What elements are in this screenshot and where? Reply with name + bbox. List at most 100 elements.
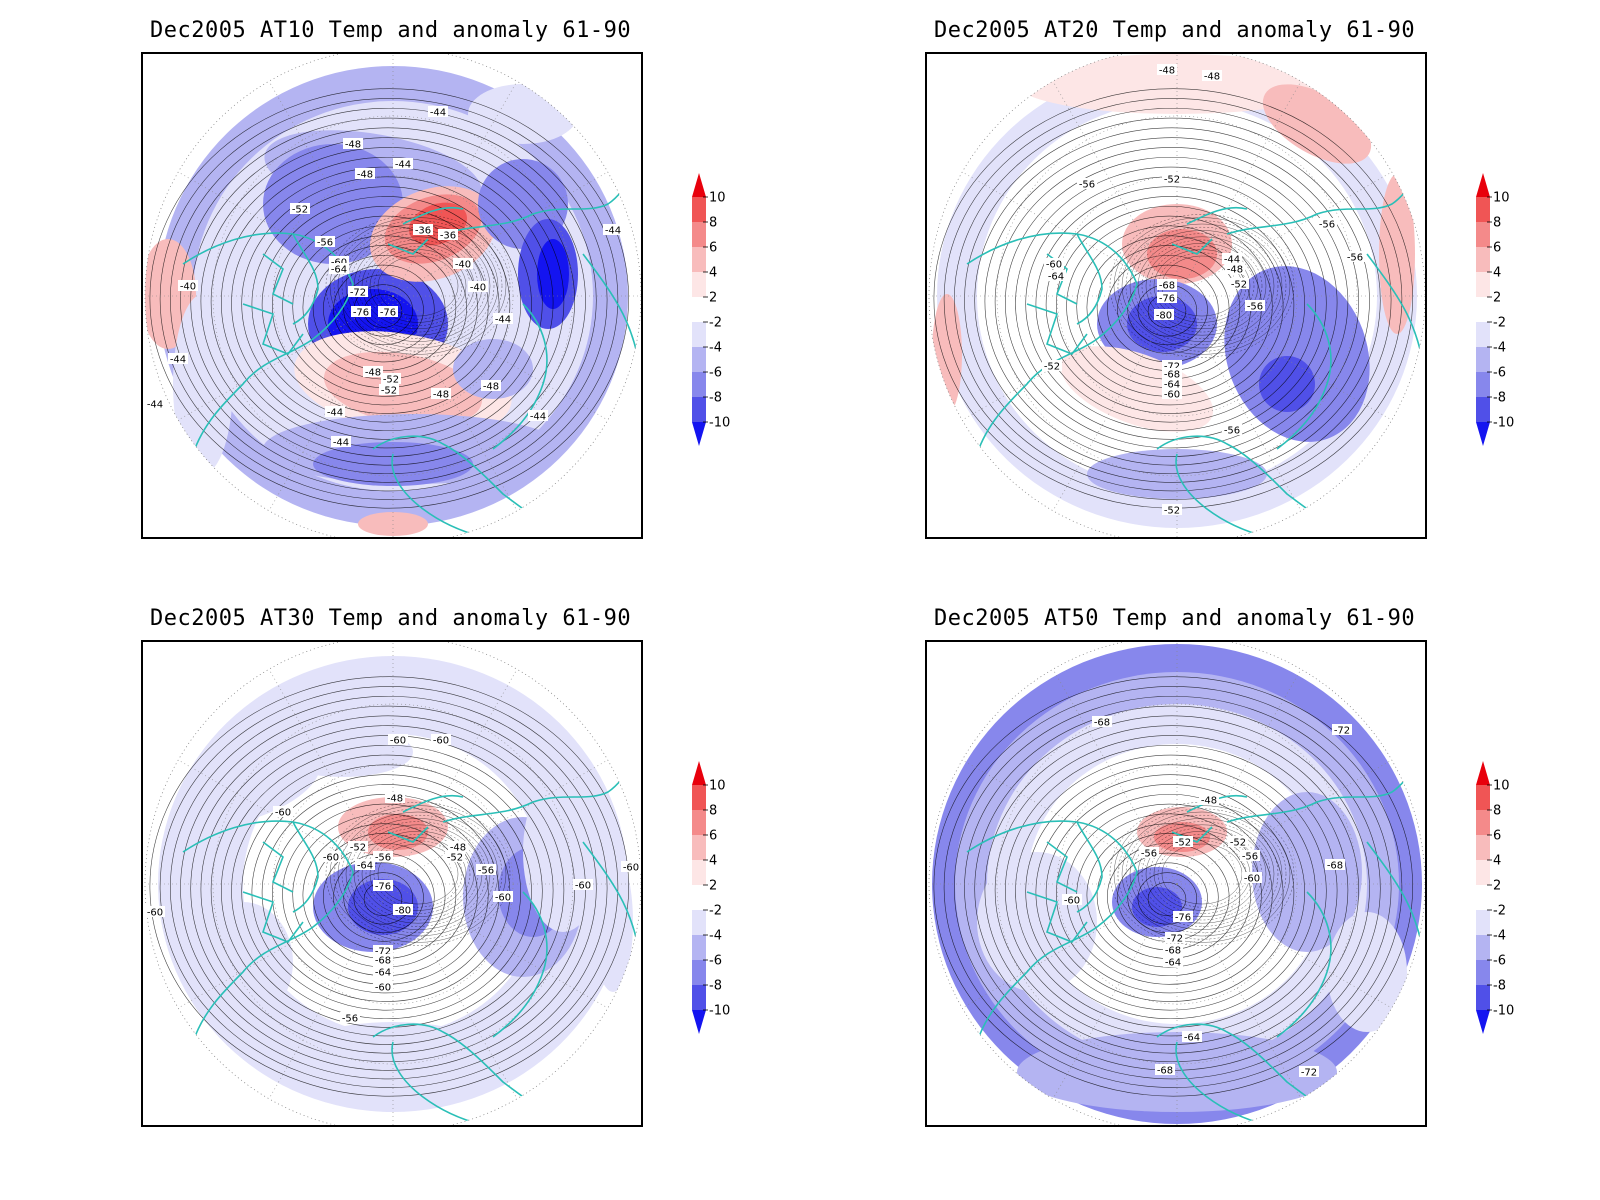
anomaly-region: [1252, 792, 1362, 952]
colorbar-label: -2: [709, 904, 722, 919]
contour-label-bg: [373, 880, 393, 891]
contour-label: -44: [147, 400, 163, 411]
anomaly-region: [186, 750, 320, 824]
contour-label-bg: [1092, 716, 1112, 727]
contour-label-bg: [438, 229, 458, 240]
contour-label-bg: [1157, 292, 1177, 303]
contour-label-bg: [1163, 944, 1183, 955]
contour-label: -76: [1175, 913, 1191, 924]
contour-label: -48: [450, 843, 466, 854]
contour-label: -56: [1247, 302, 1263, 313]
colorbar-swatch: [1476, 372, 1490, 397]
contour-label: -48: [1159, 66, 1175, 77]
contour-label: -48: [1227, 265, 1243, 276]
contour-label-bg: [373, 945, 393, 956]
contour-label: -60: [390, 736, 406, 747]
anomaly-region: [1259, 356, 1315, 412]
contour-label: -80: [1156, 311, 1172, 322]
colorbar-swatch: [692, 322, 706, 347]
colorbar-swatch: [692, 885, 706, 910]
colorbar-label: -2: [1493, 316, 1506, 331]
contour-label-bg: [343, 138, 363, 149]
anomaly-region: [593, 852, 633, 992]
contour-label-bg: [1199, 794, 1219, 805]
colorbar-label: -2: [709, 316, 722, 331]
contour-label: -48: [365, 368, 381, 379]
anomaly-region: [537, 239, 569, 309]
contour-label-bg: [331, 436, 351, 447]
contour-label: -52: [381, 386, 397, 397]
contour-label: -68: [1165, 946, 1181, 957]
colorbar-swatch: [692, 960, 706, 985]
lat-lon-grid: [145, 54, 641, 537]
contour-label: -60: [1244, 874, 1260, 885]
contour-labels: -44-48-48-44-52-56-60-64-72-76-76-36-36-…: [145, 106, 623, 449]
contour-label: -60: [575, 881, 591, 892]
contour-label-bg: [428, 106, 448, 117]
colorbar-min-arrow: [1476, 1010, 1490, 1034]
contour-label: -48: [345, 140, 361, 151]
contour-label-bg: [355, 859, 375, 870]
contour-label: -72: [1334, 726, 1350, 737]
contour-label-bg: [1044, 258, 1064, 269]
colorbar-swatch: [1476, 785, 1490, 810]
contour-label: -36: [415, 226, 431, 237]
colorbar-label: -4: [1493, 929, 1506, 944]
polar-map: -60 -60-60-48-60-60-52-56-64-48-52-56-76-…: [144, 642, 641, 1125]
contour-label: -76: [353, 308, 369, 319]
contour-label: -64: [1184, 1033, 1200, 1044]
colorbar-swatch: [692, 347, 706, 372]
colorbar-label: 4: [709, 266, 717, 281]
colorbar-swatch: [692, 247, 706, 272]
contour-label: -52: [350, 843, 366, 854]
contour-label-bg: [1162, 378, 1182, 389]
contour-label: -72: [1167, 934, 1183, 945]
contour-label: -52: [1164, 175, 1180, 186]
contour-label: -60: [323, 853, 339, 864]
colorbar-label: 6: [1493, 829, 1501, 844]
colorbar-graphic: 10 8 6 4 2 -2 -4 -6 -8 -10: [692, 173, 730, 446]
anomaly-region: [468, 84, 578, 144]
colorbar-swatch: [1476, 247, 1490, 272]
contour-label: -60: [147, 908, 163, 919]
contour-label-bg: [1317, 218, 1337, 229]
contour-label-bg: [1222, 424, 1242, 435]
colorbar-min-arrow: [692, 1010, 706, 1034]
map-frame: -60 -60 -60 -48 -60 -60 -52 -56 -64 -48 -52 -56 -76-…: [141, 640, 643, 1127]
contour-label-bg: [1182, 1031, 1202, 1042]
panel-title: Dec2005 AT50 Temp and anomaly 61-90: [934, 606, 1416, 631]
colorbar-label: -10: [1493, 1004, 1514, 1019]
colorbar-swatch: [1476, 272, 1490, 297]
map-frame: -48 -48 -52 -56 -56 -56 -60 -64 -68 -76 -80 -44 -48-…: [925, 52, 1427, 539]
colorbar-label: -6: [709, 366, 722, 381]
colorbar-min-arrow: [1476, 422, 1490, 446]
colorbar-label: 8: [709, 216, 717, 231]
colorbar-label: -8: [709, 979, 722, 994]
polar-map: -48-48-52-56-56-56-60-64-68-76-80-44-48-…: [928, 54, 1425, 537]
contour-label: -60: [1164, 390, 1180, 401]
colorbar-label: 2: [709, 291, 717, 306]
map-frame: -68 -48 -72 -52 -56 -52 -56 -60 -60 -68 -76 -72 -68-…: [925, 640, 1427, 1127]
contour-label-bg: [453, 258, 473, 269]
contour-label-bg: [1222, 253, 1242, 264]
contour-label: -60: [275, 808, 291, 819]
contour-label: -64: [331, 265, 347, 276]
contour-label: -52: [447, 853, 463, 864]
contour-label-bg: [1173, 836, 1193, 847]
colorbar-swatch: [1476, 197, 1490, 222]
contour-label-bg: [1345, 251, 1365, 262]
colorbar-label: -8: [709, 391, 722, 406]
contour-label: -52: [1044, 362, 1060, 373]
contour-label-bg: [1225, 263, 1245, 274]
contour-label-bg: [1325, 859, 1345, 870]
anomaly-shading: [145, 54, 641, 537]
colorbar-label: -2: [1493, 904, 1506, 919]
map-frame: -44-48-48-44-52-56-60-64-72-76-76-36-36-…: [141, 52, 643, 539]
contour-label-bg: [363, 366, 383, 377]
contour-label: -40: [470, 283, 486, 294]
contour-label: -52: [1164, 506, 1180, 517]
contour-label-bg: [448, 841, 468, 852]
contour-label-bg: [1242, 872, 1262, 883]
colorbar-swatch: [692, 197, 706, 222]
colorbar-label: 4: [1493, 266, 1501, 281]
